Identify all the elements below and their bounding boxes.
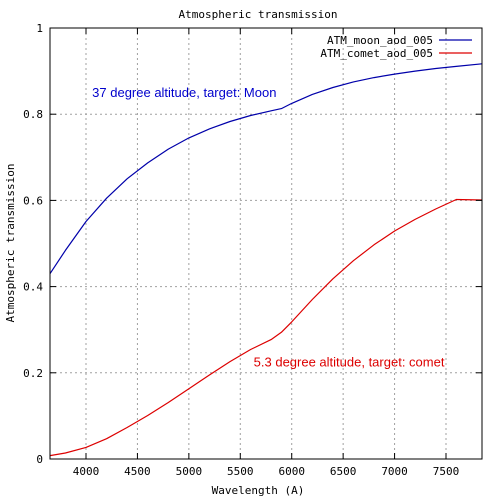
x-tick-label: 5000 (176, 465, 203, 478)
x-axis-label: Wavelength (A) (212, 484, 305, 497)
y-tick-label: 0.4 (23, 281, 43, 294)
series-line-ATM_comet_aod_005 (49, 198, 483, 457)
chart-title: Atmospheric transmission (179, 8, 338, 21)
x-tick-label: 7000 (381, 465, 408, 478)
y-tick-label: 0.2 (23, 367, 43, 380)
axis-ticks: 4000 4500 5000 5500 6000 6500 7000 7500 0 0.2 0.4 0… (23, 22, 482, 478)
legend-label: ATM_moon_aod_005 (327, 34, 433, 47)
y-axis-label: Atmospheric transmission (4, 164, 17, 323)
x-tick-label: 6000 (278, 465, 305, 478)
y-tick-label: 0 (36, 453, 43, 466)
annotation-text: 5.3 degree altitude, target: comet (254, 354, 445, 369)
annotations: 37 degree altitude, target: Moon 5.3 degr… (92, 85, 445, 369)
x-tick-label: 6500 (330, 465, 357, 478)
x-tick-label: 4000 (73, 465, 100, 478)
x-tick-label: 4500 (124, 465, 151, 478)
series-lines (49, 63, 483, 457)
y-tick-label: 0.8 (23, 108, 43, 121)
x-tick-label: 7500 (433, 465, 460, 478)
series-line-ATM_moon_aod_005 (49, 63, 483, 275)
annotation-text: 37 degree altitude, target: Moon (92, 85, 276, 100)
y-tick-label: 0.6 (23, 194, 43, 207)
legend-label: ATM_comet_aod_005 (320, 47, 433, 60)
x-tick-label: 5500 (227, 465, 254, 478)
grid (50, 28, 482, 459)
y-tick-label: 1 (36, 22, 43, 35)
plot-frame (49, 27, 483, 460)
